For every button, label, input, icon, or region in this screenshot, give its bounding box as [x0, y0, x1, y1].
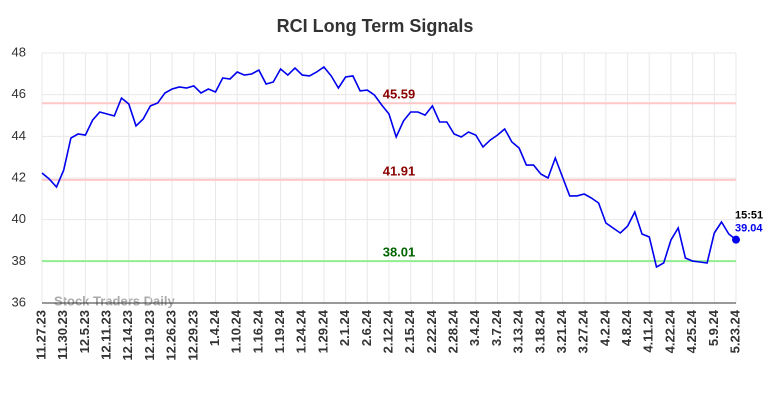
x-tick-label: 3.27.24	[576, 309, 591, 353]
x-tick-label: 11.30.23	[55, 310, 70, 360]
y-tick-label: 40	[12, 211, 26, 226]
x-tick-label: 1.4.24	[207, 309, 222, 346]
x-tick-label: 1.16.24	[250, 309, 265, 353]
x-tick-label: 4.8.24	[619, 309, 634, 346]
x-tick-label: 12.29.23	[185, 310, 200, 361]
reference-label: 41.91	[383, 163, 416, 178]
reference-label: 45.59	[383, 87, 416, 102]
x-tick-label: 2.28.24	[446, 309, 461, 353]
x-tick-label: 12.5.23	[77, 310, 92, 353]
last-value-label: 39.04	[735, 223, 763, 235]
price-line	[41, 65, 737, 269]
x-tick-label: 4.22.24	[662, 309, 677, 353]
chart-title: RCI Long Term Signals	[277, 16, 474, 36]
x-tick-label: 2.22.24	[424, 309, 439, 353]
x-tick-label: 3.18.24	[532, 309, 547, 353]
y-tick-label: 38	[12, 253, 26, 268]
watermark: Stock Traders Daily	[54, 293, 175, 308]
x-tick-label: 3.7.24	[489, 309, 504, 346]
y-tick-label: 42	[12, 169, 26, 184]
x-tick-label: 12.19.23	[142, 310, 157, 361]
x-tick-label: 12.11.23	[99, 310, 114, 360]
x-tick-label: 5.9.24	[706, 309, 721, 346]
x-tick-label: 2.6.24	[359, 309, 374, 346]
y-tick-label: 46	[12, 86, 26, 101]
y-tick-label: 44	[12, 128, 26, 143]
x-tick-label: 12.26.23	[164, 310, 179, 361]
x-tick-label: 12.14.23	[120, 310, 135, 361]
x-tick-label: 1.10.24	[229, 309, 244, 353]
y-tick-label: 36	[12, 294, 26, 309]
x-tick-label: 4.25.24	[684, 309, 699, 353]
x-tick-label: 1.24.24	[294, 309, 309, 353]
x-tick-label: 11.27.23	[33, 310, 48, 360]
x-tick-label: 1.19.24	[272, 309, 287, 353]
x-tick-label: 4.2.24	[597, 309, 612, 346]
x-tick-label: 2.1.24	[337, 309, 352, 346]
x-tick-label: 1.29.24	[315, 309, 330, 353]
y-tick-label: 48	[12, 44, 26, 59]
x-tick-label: 2.12.24	[380, 309, 395, 353]
last-point	[732, 235, 740, 244]
x-tick-label: 2.15.24	[402, 309, 417, 353]
reference-label: 38.01	[383, 245, 416, 260]
x-tick-label: 3.4.24	[467, 309, 482, 346]
last-time-label: 15:51	[735, 210, 763, 222]
x-tick-label: 3.13.24	[511, 309, 526, 353]
x-tick-label: 3.21.24	[554, 309, 569, 353]
x-tick-label: 4.11.24	[641, 309, 656, 352]
x-tick-label: 5.23.24	[727, 309, 742, 353]
